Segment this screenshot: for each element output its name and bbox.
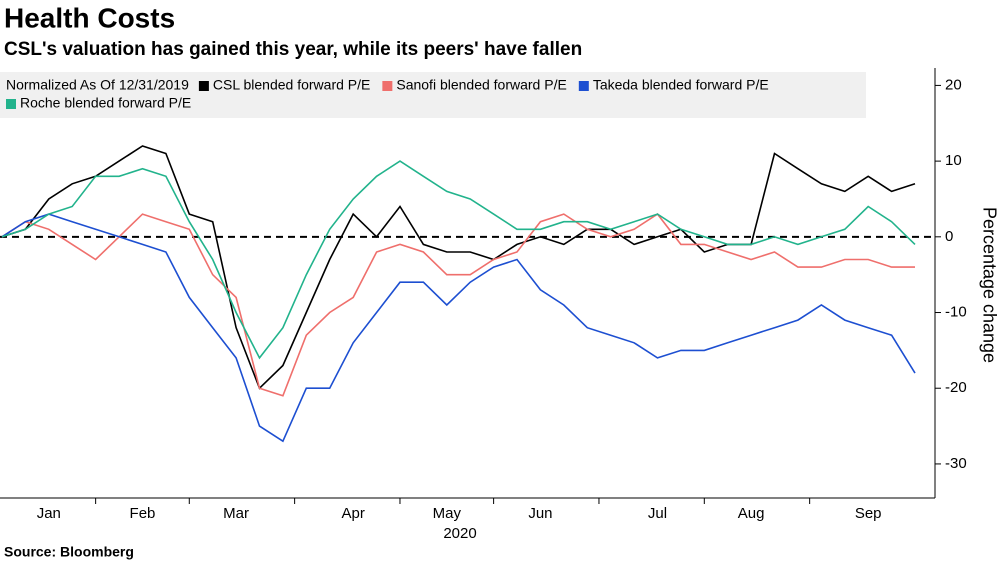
legend-label: Sanofi blended forward P/E xyxy=(396,77,566,93)
legend-label: CSL blended forward P/E xyxy=(213,77,370,93)
source: Source: Bloomberg xyxy=(4,544,134,560)
series-line xyxy=(1,213,915,397)
series-line xyxy=(1,145,916,390)
y-tick-label: 0 xyxy=(945,228,953,245)
x-tick-label: Apr xyxy=(341,505,364,522)
series-line xyxy=(1,160,916,360)
y-tick-label: -20 xyxy=(945,379,967,396)
legend-title: Normalized As Of 12/31/2019 xyxy=(6,77,189,93)
y-tick-label: -30 xyxy=(945,455,967,472)
x-tick-label: Aug xyxy=(738,505,765,522)
series-line xyxy=(1,213,916,443)
x-tick-label: Jun xyxy=(528,505,552,522)
x-tick-label: Mar xyxy=(223,505,249,522)
legend-label: Takeda blended forward P/E xyxy=(593,77,769,93)
chart-title: Health Costs xyxy=(4,2,175,33)
legend-box xyxy=(0,72,866,118)
legend-swatch xyxy=(578,81,589,91)
y-axis-label: Percentage change xyxy=(979,207,999,363)
chart-subtitle: CSL's valuation has gained this year, wh… xyxy=(4,39,582,60)
x-tick-label: Jul xyxy=(648,505,667,522)
y-tick-label: -10 xyxy=(945,303,967,320)
x-tick-label: Jan xyxy=(37,505,61,522)
x-tick-label: May xyxy=(433,505,462,522)
y-tick-label: 20 xyxy=(945,76,962,93)
legend-swatch xyxy=(198,81,209,91)
x-tick-label: Feb xyxy=(130,505,156,522)
x-axis-label: 2020 xyxy=(443,525,476,542)
x-tick-label: Sep xyxy=(855,505,882,522)
legend-swatch xyxy=(382,81,393,91)
y-tick-label: 10 xyxy=(945,152,962,169)
legend-label: Roche blended forward P/E xyxy=(20,95,191,111)
legend-swatch xyxy=(6,99,16,109)
